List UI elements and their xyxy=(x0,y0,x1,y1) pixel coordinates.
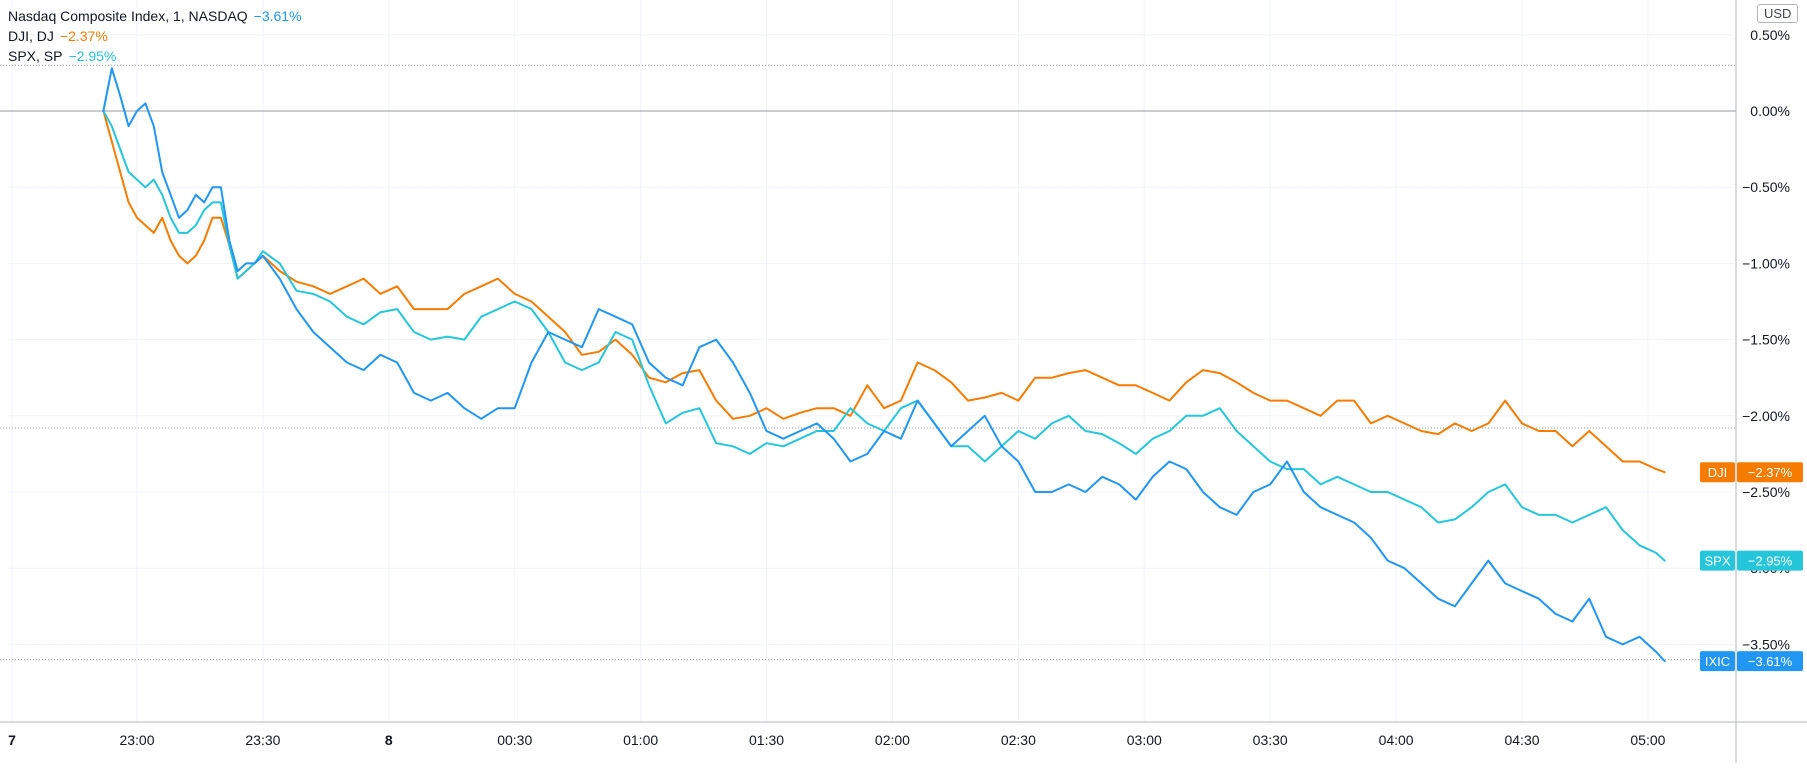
x-tick-label: 04:00 xyxy=(1379,732,1414,748)
y-tick-label: −2.00% xyxy=(1742,408,1790,424)
last-value-badge-ixic: IXIC −3.61% xyxy=(1700,651,1803,672)
series-line-spx xyxy=(102,110,1666,562)
series-value-badge-text: −3.61% xyxy=(1748,654,1793,669)
y-tick-label: −1.50% xyxy=(1742,332,1790,348)
y-tick-label: −3.50% xyxy=(1742,636,1790,652)
y-tick-label: −0.50% xyxy=(1742,179,1790,195)
x-tick-label: 02:30 xyxy=(1001,732,1036,748)
series-value-badge-bg xyxy=(1737,462,1803,483)
series-value-badge-text: −2.95% xyxy=(1748,554,1793,569)
x-tick-label: 23:30 xyxy=(245,732,280,748)
x-tick-label: 04:30 xyxy=(1504,732,1539,748)
x-tick-label: 02:00 xyxy=(875,732,910,748)
last-value-badge-spx: SPX −2.95% xyxy=(1700,550,1803,571)
x-tick-label: 05:00 xyxy=(1630,732,1665,748)
last-value-badges: DJI −2.37% SPX −2.95% IXIC −3.61% xyxy=(1700,462,1803,672)
legend-value-spx: −2.95% xyxy=(68,48,117,64)
x-tick-label: 23:00 xyxy=(119,732,154,748)
currency-button[interactable]: USD xyxy=(1757,4,1799,23)
x-tick-label: 01:00 xyxy=(623,732,658,748)
legend-label-spx: SPX, SP xyxy=(8,48,63,64)
series-name-badge-bg xyxy=(1700,550,1735,571)
legend-value-ixic: −3.61% xyxy=(253,8,302,24)
series-value-badge-text: −2.37% xyxy=(1748,465,1793,480)
y-tick-label: −1.00% xyxy=(1742,255,1790,271)
series-value-badge-bg xyxy=(1737,651,1803,672)
x-tick-label: 00:30 xyxy=(497,732,532,748)
series-name-badge-text: SPX xyxy=(1704,554,1730,569)
grid-layer xyxy=(8,0,1734,722)
series-name-badge-text: IXIC xyxy=(1705,654,1730,669)
series-layer xyxy=(102,67,1666,663)
legend-row-ixic[interactable]: Nasdaq Composite Index, 1, NASDAQ −3.61% xyxy=(8,6,302,26)
x-tick-label: 8 xyxy=(385,732,393,748)
y-tick-label: 0.00% xyxy=(1750,103,1790,119)
legend-row-spx[interactable]: SPX, SP −2.95% xyxy=(8,46,302,66)
series-name-badge-bg xyxy=(1700,462,1735,483)
series-line-ixic xyxy=(102,67,1666,663)
last-value-badge-dji: DJI −2.37% xyxy=(1700,462,1803,483)
x-tick-label: 03:30 xyxy=(1253,732,1288,748)
x-tick-label: 01:30 xyxy=(749,732,784,748)
x-tick-label: 03:00 xyxy=(1127,732,1162,748)
series-line-dji xyxy=(102,110,1666,474)
series-name-badge-text: DJI xyxy=(1708,465,1728,480)
legend-label-dji: DJI, DJ xyxy=(8,28,54,44)
series-value-badge-bg xyxy=(1737,550,1803,571)
y-tick-label: 0.50% xyxy=(1750,27,1790,43)
x-tick-label: 7 xyxy=(8,732,16,748)
legend-label-ixic: Nasdaq Composite Index, 1, NASDAQ xyxy=(8,8,248,24)
legend-row-dji[interactable]: DJI, DJ −2.37% xyxy=(8,26,302,46)
chart-legend: Nasdaq Composite Index, 1, NASDAQ −3.61% … xyxy=(8,6,302,66)
legend-value-dji: −2.37% xyxy=(59,28,108,44)
y-tick-label: −2.50% xyxy=(1742,484,1790,500)
series-name-badge-bg xyxy=(1700,651,1735,672)
time-axis[interactable]: 7 23:00 23:30 8 00:30 01:00 01:30 02:00 02:30 03:… xyxy=(8,732,1666,748)
